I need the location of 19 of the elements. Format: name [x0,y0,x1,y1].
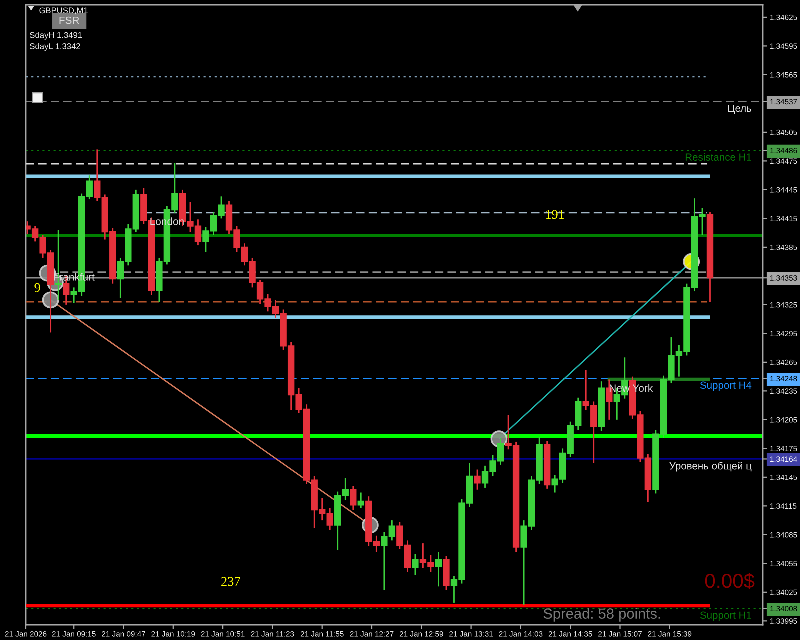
annotation: 9 [34,283,40,292]
ref-line-label: Resistance H1 [686,153,752,161]
candlestick [358,492,364,509]
annotation: Frankfurt [54,273,95,281]
annotation: FSR [60,16,80,24]
candlestick [474,469,481,491]
annotation: Spread: 58 points. [544,608,660,622]
ref-line-label: Support H1 [700,612,752,622]
annotation: 237 [222,577,240,586]
annotation: SdayL 1.3342 [30,43,80,52]
annotation: 0.00$ [705,573,755,590]
candlestick [435,551,442,588]
candlestick [350,485,357,511]
ref-line-label: Уровень общей ц [670,462,752,472]
chart-title: GBPUSD,M1 [40,8,88,15]
annotation: SdayH 1.3491 [30,32,82,40]
ref-line-label: Цель [728,104,752,114]
ref-line-label: Support H4 [700,382,752,392]
candlestick [412,553,419,576]
